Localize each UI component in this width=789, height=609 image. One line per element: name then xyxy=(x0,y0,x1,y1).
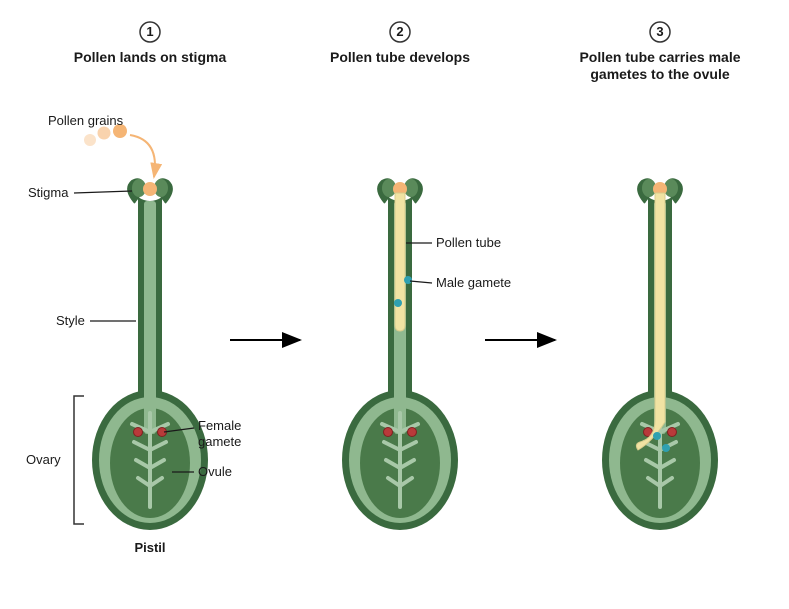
label-pollen-tube: Pollen tube xyxy=(436,235,501,250)
male-gamete-dot xyxy=(653,432,661,440)
female-gamete-dot xyxy=(384,428,393,437)
male-gamete-dot xyxy=(404,276,412,284)
pollen-arrow xyxy=(130,135,155,177)
pistil xyxy=(602,179,718,530)
step-title: Pollen lands on stigma xyxy=(74,49,227,65)
label-ovule: Ovule xyxy=(198,464,232,479)
female-gamete-dot xyxy=(408,428,417,437)
pollen-grain-dot xyxy=(143,182,157,196)
label-ovary: Ovary xyxy=(26,452,61,467)
label-stigma: Stigma xyxy=(28,185,69,200)
label-style: Style xyxy=(56,313,85,328)
step-number: 3 xyxy=(656,24,663,39)
pistil xyxy=(92,179,208,530)
label-female-gamete: Female xyxy=(198,418,241,433)
leader-line xyxy=(410,281,432,283)
label-male-gamete: Male gamete xyxy=(436,275,511,290)
male-gamete-dot xyxy=(662,444,670,452)
step-title: Pollen tube develops xyxy=(330,49,470,65)
label-female-gamete: gamete xyxy=(198,434,241,449)
pistil xyxy=(342,179,458,530)
label-pistil: Pistil xyxy=(134,540,165,555)
step-title: gametes to the ovule xyxy=(590,66,729,82)
male-gamete-dot xyxy=(394,299,402,307)
label-pollen-grains: Pollen grains xyxy=(48,113,124,128)
pollen-tube xyxy=(395,193,405,331)
pollen-grains-incoming xyxy=(84,124,155,177)
step-number: 2 xyxy=(396,24,403,39)
female-gamete-dot xyxy=(668,428,677,437)
step-title: Pollen tube carries male xyxy=(579,49,740,65)
ovary-bracket xyxy=(74,396,84,524)
diagram-canvas: 1 Pollen lands on stigma 2 Pollen tube deve… xyxy=(0,0,789,609)
step-number: 1 xyxy=(146,24,153,39)
leader-line xyxy=(74,191,132,193)
female-gamete-dot xyxy=(134,428,143,437)
